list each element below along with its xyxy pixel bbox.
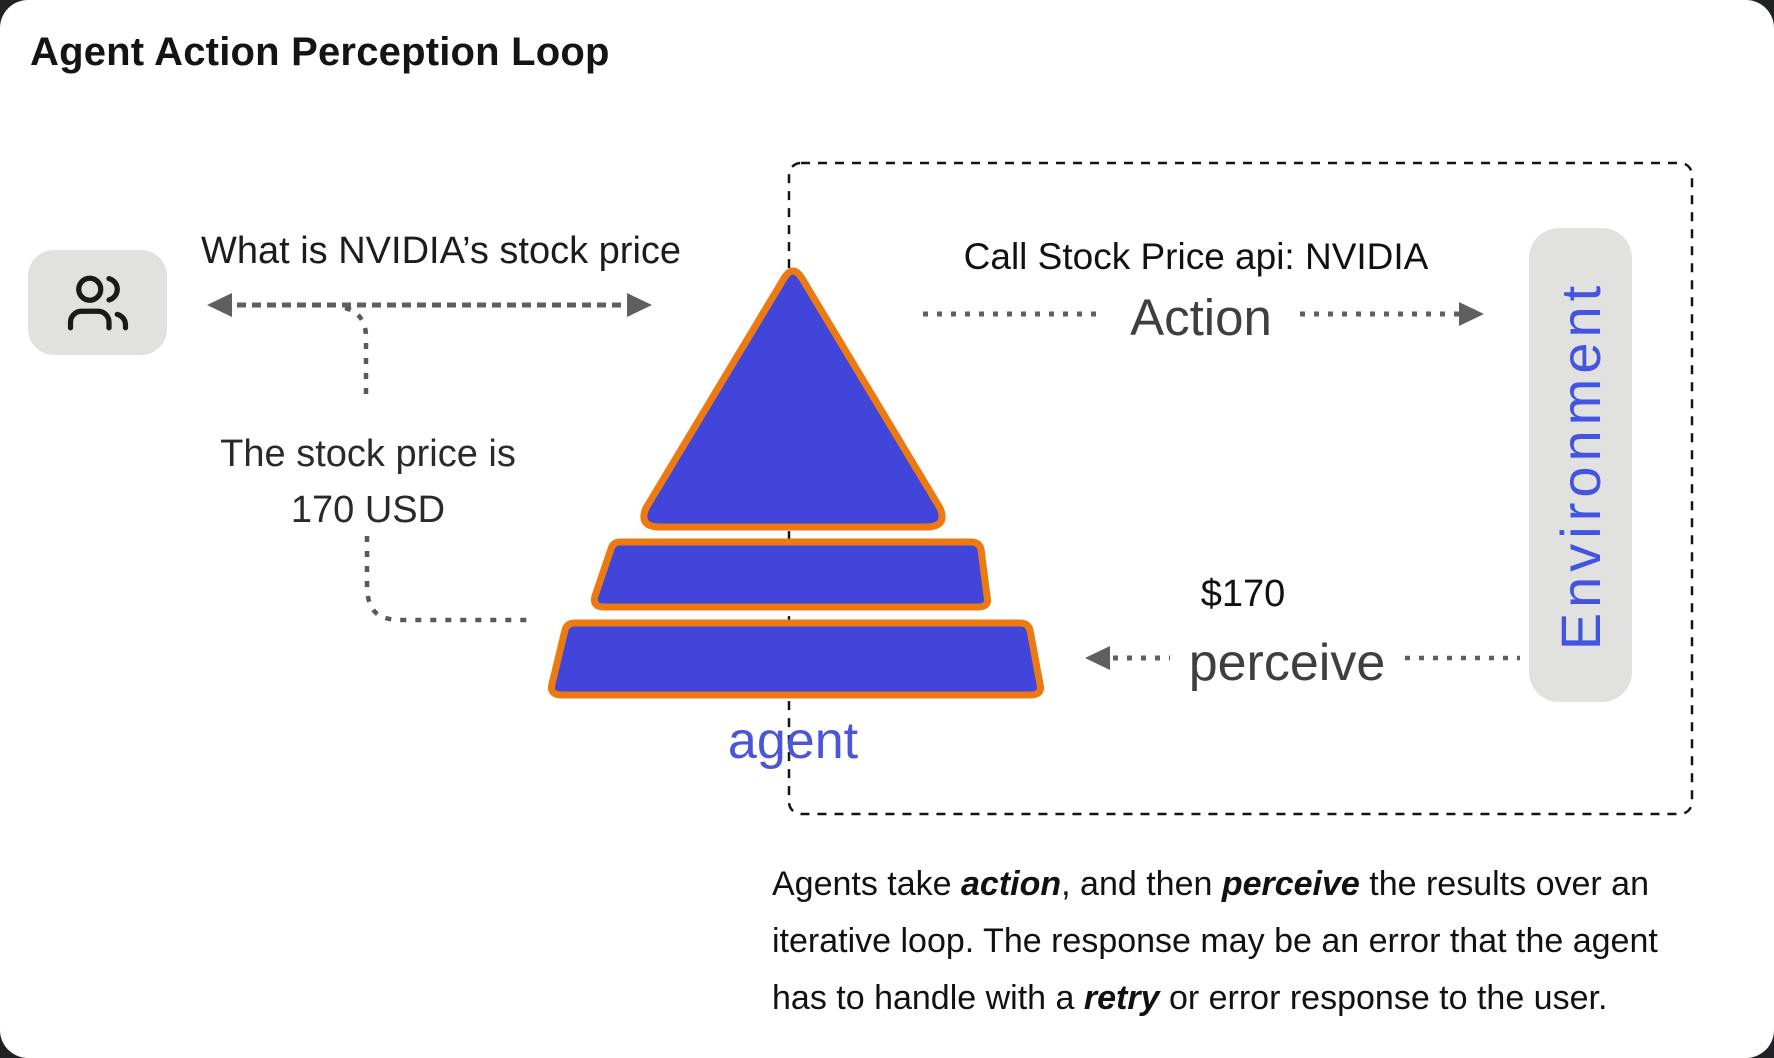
pyramid-bottom-band (548, 619, 1044, 699)
reply-connector-top (344, 305, 369, 400)
action-call-text: Call Stock Price api: NVIDIA (963, 236, 1429, 277)
action-label: Action (1130, 289, 1272, 346)
agent-reply-line1: The stock price is (220, 433, 516, 475)
page-title: Agent Action Perception Loop (30, 30, 610, 74)
environment-box: Environment (1529, 228, 1632, 702)
arrowhead-left-icon (207, 293, 232, 317)
perceive-arrowhead-icon (1085, 646, 1110, 670)
pyramid-top-triangle (640, 267, 946, 531)
user-message: What is NVIDIA’s stock price (200, 230, 682, 272)
users-icon (67, 275, 128, 330)
agent-reply-line2: 170 USD (290, 489, 446, 531)
user-avatar-box (28, 250, 167, 355)
perceive-amount: $170 (1200, 573, 1286, 615)
caption-paragraph: Agents take action, and then perceive th… (772, 865, 1658, 1017)
reply-connector-bottom (364, 536, 527, 623)
arrowhead-right-icon (627, 293, 652, 317)
action-arrowhead-icon (1459, 302, 1484, 326)
agent-reply: The stock price is 170 USD (220, 426, 516, 538)
agent-label: agent (727, 712, 859, 770)
perceive-label: perceive (1188, 634, 1386, 692)
pyramid-middle-band (590, 538, 992, 611)
environment-label: Environment (1549, 280, 1612, 650)
